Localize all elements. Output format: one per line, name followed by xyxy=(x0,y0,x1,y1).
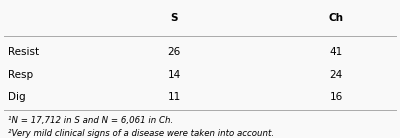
Text: 16: 16 xyxy=(329,92,343,102)
Text: 14: 14 xyxy=(167,70,181,79)
Text: Dig: Dig xyxy=(8,92,26,102)
Text: 11: 11 xyxy=(167,92,181,102)
Text: 41: 41 xyxy=(329,47,343,57)
Text: 26: 26 xyxy=(167,47,181,57)
Text: Resist: Resist xyxy=(8,47,39,57)
Text: Resp: Resp xyxy=(8,70,33,79)
Text: ¹N = 17,712 in S and N = 6,061 in Ch.: ¹N = 17,712 in S and N = 6,061 in Ch. xyxy=(8,116,173,125)
Text: ²Very mild clinical signs of a disease were taken into account.: ²Very mild clinical signs of a disease w… xyxy=(8,129,274,138)
Text: Ch: Ch xyxy=(328,13,344,23)
Text: S: S xyxy=(170,13,178,23)
Text: 24: 24 xyxy=(329,70,343,79)
